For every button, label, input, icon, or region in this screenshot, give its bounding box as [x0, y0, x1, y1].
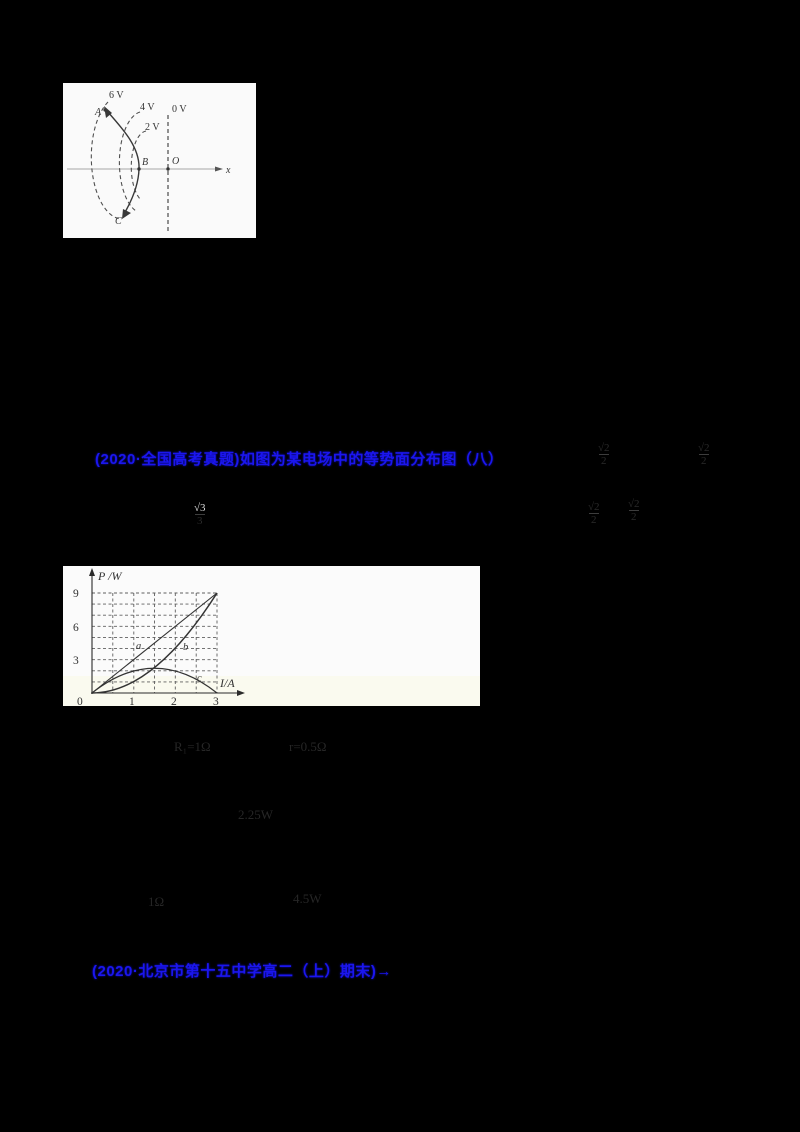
faint-formula-r1: R₁=1Ω — [174, 739, 211, 754]
curve-b-label: b — [183, 642, 188, 653]
x-axis-arrow — [237, 690, 245, 696]
origin-tick-0: 0 — [77, 696, 83, 706]
faint-value-power-max: 2.25W — [238, 807, 274, 822]
curve-a — [91, 592, 218, 694]
x-tick-2: 2 — [171, 696, 177, 706]
equipotential-2v-arc — [130, 130, 147, 201]
curve-b — [91, 592, 218, 694]
grid-lines — [92, 592, 218, 693]
question1-source-link[interactable]: (2020·全国高考真题)如图为某电场中的等势面分布图（八） — [95, 451, 504, 468]
curve-c — [91, 667, 218, 694]
x-axis-label: x — [225, 165, 231, 176]
label-O: O — [172, 156, 179, 167]
question2-source-link[interactable]: (2020·北京市第十五中学高二（上）期末)→ — [92, 963, 392, 980]
equipotential-6v-arc — [90, 101, 123, 220]
point-O-dot — [166, 167, 170, 171]
curve-c-label: c — [197, 673, 202, 684]
label-0v: 0 V — [172, 104, 187, 115]
equipotential-diagram: x A B C O 6 V 4 V 2 V 0 V — [67, 90, 231, 233]
x-tick-3: 3 — [213, 696, 219, 706]
x-tick-1: 1 — [129, 696, 135, 706]
figure-equipotential: x A B C O 6 V 4 V 2 V 0 V — [63, 83, 256, 238]
y-axis-title: P /W — [97, 569, 122, 583]
faint-value-power: 4.5W — [293, 891, 322, 906]
faint-fraction-3: √2 2 — [588, 501, 600, 527]
faint-fraction-1: √2 2 — [598, 442, 610, 468]
y-tick-9: 9 — [73, 588, 79, 600]
label-6v: 6 V — [109, 90, 124, 101]
arrow-at-C — [122, 209, 131, 219]
x-axis-arrow — [215, 166, 223, 172]
trajectory-curve — [106, 110, 140, 215]
figure-pi-chart: a b c 9 6 3 0 1 2 3 P /W I/A — [63, 566, 480, 708]
label-C: C — [115, 216, 122, 227]
faint-fraction-4: √2 2 — [628, 498, 640, 524]
label-2v: 2 V — [145, 122, 160, 133]
y-tick-3: 3 — [73, 655, 79, 667]
faint-formula-r2: r=0.5Ω — [289, 739, 327, 754]
pi-chart: a b c 9 6 3 0 1 2 3 P /W I/A — [63, 568, 480, 708]
label-4v: 4 V — [140, 102, 155, 113]
faint-fraction-2: √2 2 — [698, 442, 710, 468]
point-A-dot — [103, 108, 107, 112]
y-axis-arrow — [89, 568, 95, 576]
curve-a-label: a — [136, 641, 141, 652]
label-A: A — [94, 107, 102, 118]
point-B-dot — [137, 167, 141, 171]
scan-tint-strip — [63, 676, 480, 706]
x-axis-title: I/A — [219, 676, 235, 690]
y-tick-6: 6 — [73, 622, 79, 634]
faint-value-resistance: 1Ω — [148, 894, 165, 909]
faint-fraction-5: √3 3 — [194, 502, 206, 528]
equipotential-4v-arc — [118, 111, 141, 212]
label-B: B — [142, 157, 148, 168]
